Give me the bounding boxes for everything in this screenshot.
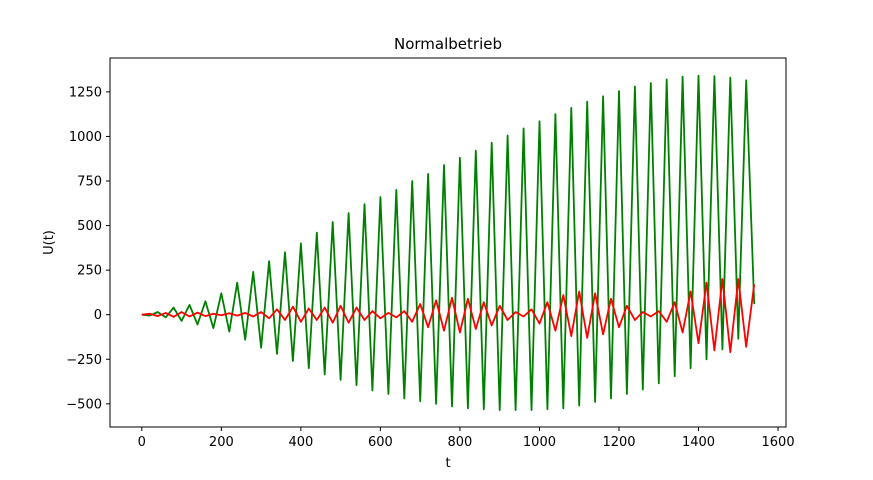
x-axis-ticks: 0 200 400 600 800 1000 1200 1400 1600: [138, 427, 795, 450]
y-tick-label: 750: [77, 175, 102, 190]
x-tick-label: 0: [138, 435, 146, 450]
y-axis-ticks: −500 −250 0 250 500 750 1000 1250: [66, 85, 110, 412]
y-tick-label: 1250: [69, 85, 102, 100]
y-tick-label: 250: [77, 264, 102, 279]
y-axis-label: U(t): [42, 230, 57, 255]
y-tick-label: 1000: [69, 130, 102, 145]
plot-area: [141, 74, 756, 411]
x-tick-label: 800: [448, 435, 473, 450]
x-tick-label: 400: [288, 435, 313, 450]
y-tick-label: −500: [66, 397, 102, 412]
series-line-2: [141, 278, 756, 353]
series-line-1: [141, 74, 756, 411]
x-tick-label: 600: [368, 435, 393, 450]
y-tick-label: 0: [94, 308, 102, 323]
chart-title: Normalbetrieb: [394, 35, 502, 53]
x-tick-label: 1600: [762, 435, 795, 450]
x-tick-label: 200: [209, 435, 234, 450]
y-tick-label: −250: [66, 353, 102, 368]
y-tick-label: 500: [77, 219, 102, 234]
x-tick-label: 1000: [523, 435, 556, 450]
x-tick-label: 1200: [602, 435, 635, 450]
x-axis-label: t: [445, 456, 450, 471]
x-tick-label: 1400: [682, 435, 715, 450]
axes-frame: [109, 57, 787, 428]
